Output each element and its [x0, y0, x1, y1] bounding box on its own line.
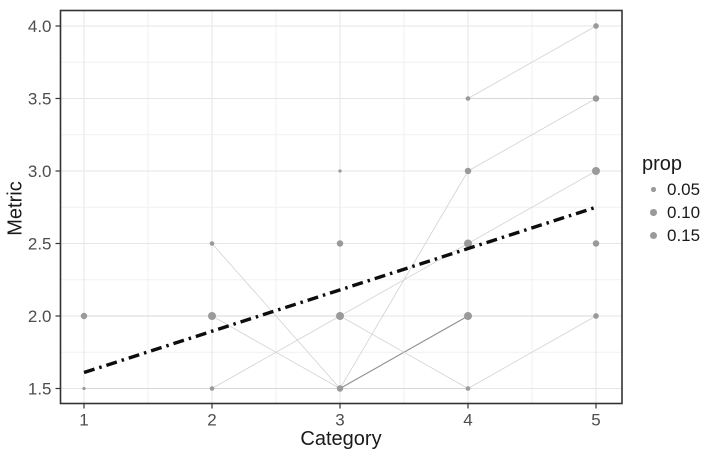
data-point	[592, 95, 600, 102]
y-axis-title: Metric	[4, 181, 27, 236]
x-tick-label: 1	[79, 411, 88, 430]
data-point	[592, 240, 600, 247]
data-point	[209, 241, 215, 246]
connector-segments	[84, 25, 597, 389]
data-point	[209, 386, 215, 391]
data-point	[80, 312, 88, 320]
legend-dot-box	[645, 181, 662, 198]
legend-dot-box	[645, 227, 662, 244]
size-dot-icon	[651, 187, 656, 192]
data-point	[82, 386, 86, 391]
data-point	[592, 167, 600, 175]
x-tick-label: 3	[335, 411, 344, 430]
axis-tick-labels: 1 2 3 4 5 1.5 2.0 2.5 3.0 3.5 4.0	[28, 17, 601, 430]
data-point	[336, 240, 344, 247]
size-dot-icon	[649, 231, 658, 240]
legend-item-label: 0.10	[667, 202, 701, 222]
data-point	[208, 312, 216, 320]
data-point	[465, 96, 471, 101]
data-point	[336, 385, 344, 392]
size-dot-icon	[650, 209, 657, 216]
grid-minor	[60, 10, 622, 404]
data-points	[80, 23, 600, 392]
legend-item-label: 0.15	[667, 225, 701, 245]
legend-dot-box	[645, 204, 662, 221]
y-tick-label: 3.5	[28, 90, 52, 109]
y-tick-label: 4.0	[28, 17, 52, 36]
panel-border	[59, 9, 623, 405]
x-tick-label: 5	[591, 411, 600, 430]
data-point	[464, 312, 472, 320]
legend-item: 0.05	[640, 178, 700, 201]
data-point	[338, 169, 342, 173]
axis-ticks	[55, 25, 597, 409]
y-tick-label: 1.5	[28, 380, 52, 399]
x-tick-label: 2	[207, 411, 216, 430]
legend-title: prop	[642, 153, 683, 175]
y-tick-label: 3.0	[28, 162, 52, 181]
data-point	[464, 239, 472, 248]
y-tick-label: 2.5	[28, 235, 52, 254]
trend-line	[83, 205, 597, 375]
x-axis-title: Category	[300, 428, 382, 450]
y-tick-label: 2.0	[28, 307, 52, 326]
legend-item: 0.15	[640, 224, 700, 247]
legend-item: 0.10	[640, 201, 700, 224]
data-point	[593, 23, 599, 29]
data-point	[465, 386, 471, 391]
data-point	[336, 312, 344, 320]
data-point	[593, 313, 599, 319]
legend-item-label: 0.05	[667, 179, 701, 199]
x-tick-label: 4	[463, 411, 472, 430]
legend: prop 0.05 0.10 0.15	[640, 150, 700, 247]
data-point	[464, 167, 472, 175]
